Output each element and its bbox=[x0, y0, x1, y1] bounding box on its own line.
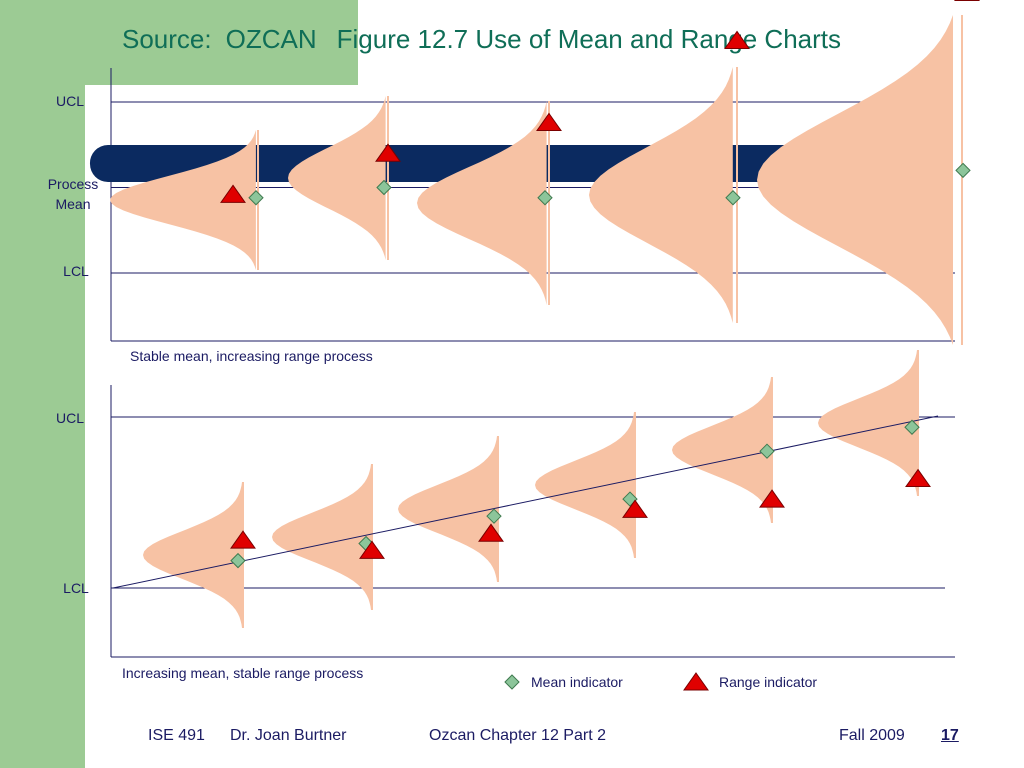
ucl-label-2: UCL bbox=[55, 410, 84, 426]
title-source-name: OZCAN bbox=[225, 24, 317, 54]
chart2-trend-line bbox=[112, 415, 939, 589]
chart2-range-indicator-3 bbox=[478, 523, 504, 542]
slide-title: Source: OZCAN Figure 12.7 Use of Mean and … bbox=[122, 24, 841, 55]
chart1-distribution-1 bbox=[110, 130, 256, 270]
chart1-distribution-5 bbox=[757, 15, 953, 345]
legend-mean-marker bbox=[504, 674, 520, 690]
chart2-distribution-4 bbox=[535, 412, 634, 558]
chart2-distribution-2 bbox=[272, 464, 371, 610]
chart2-distribution-3 bbox=[398, 436, 497, 582]
title-source: Source: bbox=[122, 24, 212, 54]
chart1-mean-indicator-5 bbox=[955, 162, 971, 179]
chart1-distribution-3 bbox=[417, 101, 547, 305]
footer-course: ISE 491 bbox=[148, 727, 205, 744]
chart2-range-indicator-1 bbox=[230, 530, 256, 549]
footer-term: Fall 2009 bbox=[839, 727, 905, 744]
chart2-caption: Increasing mean, stable range process bbox=[122, 665, 364, 681]
legend-range-label: Range indicator bbox=[719, 674, 818, 690]
chart2-range-indicator-6 bbox=[905, 468, 931, 488]
chart1-range-indicator-2 bbox=[375, 143, 401, 162]
lcl-label-1: LCL bbox=[63, 263, 89, 279]
chart2-distribution-1 bbox=[143, 482, 242, 628]
chart1-range-indicator-5 bbox=[954, 0, 980, 2]
chart2-mean-indicator-3 bbox=[486, 508, 502, 524]
chart1-range-indicator-4 bbox=[724, 30, 750, 49]
lcl-label-2: LCL bbox=[63, 580, 89, 596]
footer-author: Dr. Joan Burtner bbox=[230, 727, 347, 744]
chart1-mean-indicator-2 bbox=[376, 179, 392, 196]
chart2-mean-indicator-5 bbox=[759, 443, 775, 459]
chart1-range-indicator-3 bbox=[536, 112, 562, 132]
chart2-distribution-6 bbox=[818, 350, 917, 496]
legend-mean-label: Mean indicator bbox=[531, 674, 623, 690]
chart1-distribution-4 bbox=[589, 67, 733, 323]
chart1-mean-indicator-4 bbox=[725, 190, 741, 206]
chart1-mean-indicator-3 bbox=[537, 190, 553, 206]
chart2-mean-indicator-1 bbox=[230, 552, 246, 569]
chart2-mean-indicator-6 bbox=[904, 419, 920, 435]
chart2-range-indicator-5 bbox=[759, 489, 785, 508]
chart1-distribution-2 bbox=[288, 96, 386, 260]
chart2-range-indicator-2 bbox=[359, 540, 385, 559]
ucl-label-1: UCL bbox=[55, 93, 84, 109]
chart2-distribution-5 bbox=[672, 377, 771, 523]
chart1-caption: Stable mean, increasing range process bbox=[130, 348, 373, 364]
chart2-range-indicator-4 bbox=[622, 499, 648, 518]
legend-range-marker bbox=[683, 672, 709, 691]
footer-chapter: Ozcan Chapter 12 Part 2 bbox=[429, 727, 606, 744]
process-mean-label: Process Mean bbox=[47, 176, 99, 212]
title-figure: Figure 12.7 Use of Mean and Range Charts bbox=[336, 24, 842, 54]
chart1-mean-indicator-1 bbox=[248, 190, 264, 206]
title-band bbox=[0, 0, 358, 85]
chart1-range-indicator-1 bbox=[220, 184, 246, 203]
page-number: 17 bbox=[941, 727, 959, 744]
side-band bbox=[0, 0, 85, 768]
